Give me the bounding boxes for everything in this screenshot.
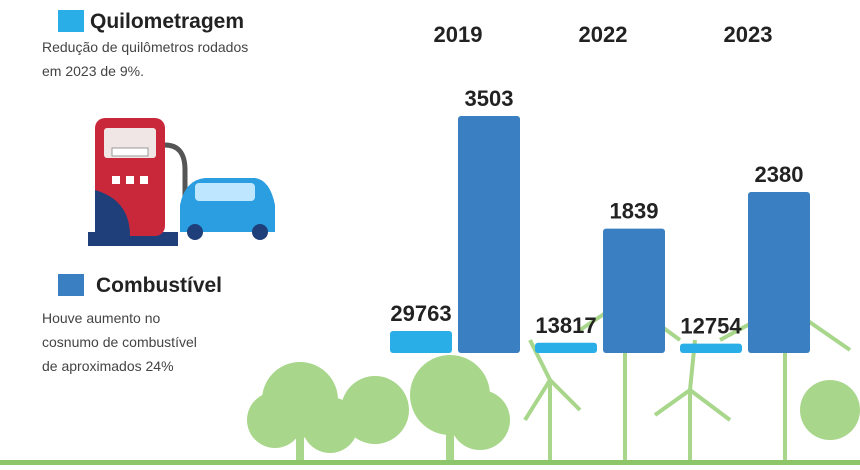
bar xyxy=(603,228,665,353)
legend-description: de aproximados 24% xyxy=(42,358,174,374)
bar xyxy=(390,331,452,353)
legend-swatch xyxy=(58,274,84,296)
bar xyxy=(535,342,597,353)
bar xyxy=(748,191,810,353)
year-label: 2022 xyxy=(579,22,628,47)
value-label: 13817 xyxy=(535,313,596,338)
legend-swatch xyxy=(58,10,84,32)
legend-description: cosnumo de combustível xyxy=(42,334,197,350)
bar xyxy=(680,343,742,353)
legend-label: Combustível xyxy=(96,274,222,297)
legend-description: Houve aumento no xyxy=(42,310,161,326)
bar xyxy=(458,116,520,353)
value-label: 3503 xyxy=(465,86,514,111)
fuel-icon xyxy=(88,118,275,246)
legend-description: em 2023 de 9%. xyxy=(42,63,144,79)
value-label: 29763 xyxy=(390,301,451,326)
value-label: 1839 xyxy=(610,199,659,224)
year-label: 2023 xyxy=(724,22,773,47)
year-label: 2019 xyxy=(434,22,483,47)
legend-label: Quilometragem xyxy=(90,10,244,33)
legend-description: Redução de quilômetros rodados xyxy=(42,39,248,55)
value-label: 2380 xyxy=(755,162,804,187)
value-label: 12754 xyxy=(680,314,742,339)
